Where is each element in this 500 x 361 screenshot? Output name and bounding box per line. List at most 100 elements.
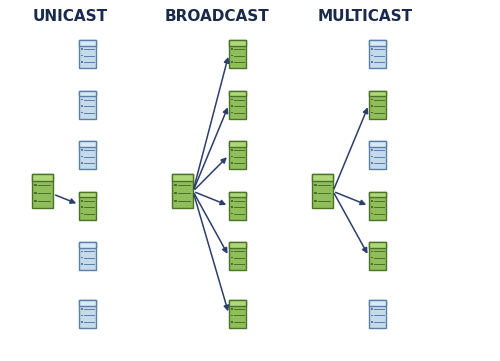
Bar bbox=[369, 91, 386, 96]
Bar bbox=[230, 61, 232, 63]
Bar bbox=[172, 174, 193, 208]
Bar bbox=[229, 40, 246, 46]
Bar bbox=[230, 308, 232, 310]
Bar bbox=[80, 55, 82, 56]
Bar bbox=[79, 300, 96, 328]
Bar bbox=[370, 321, 372, 323]
Bar bbox=[32, 174, 53, 181]
Bar bbox=[229, 300, 246, 328]
Bar bbox=[229, 242, 246, 248]
Bar bbox=[230, 156, 232, 157]
Bar bbox=[370, 162, 372, 164]
Bar bbox=[80, 61, 82, 63]
Bar bbox=[369, 40, 386, 68]
Bar bbox=[370, 149, 372, 151]
Bar bbox=[369, 141, 386, 147]
Bar bbox=[80, 112, 82, 113]
Bar bbox=[34, 192, 36, 194]
Bar bbox=[229, 242, 246, 270]
Bar bbox=[369, 242, 386, 270]
Bar bbox=[230, 206, 232, 208]
Bar bbox=[230, 321, 232, 323]
Bar bbox=[80, 48, 82, 50]
Bar bbox=[80, 162, 82, 164]
Bar bbox=[369, 141, 386, 169]
Bar bbox=[229, 91, 246, 96]
Bar bbox=[314, 192, 316, 194]
Bar bbox=[370, 308, 372, 310]
Bar bbox=[80, 257, 82, 258]
Bar bbox=[79, 300, 96, 306]
Bar bbox=[34, 200, 36, 202]
Bar bbox=[79, 192, 96, 220]
Bar bbox=[370, 156, 372, 157]
Text: BROADCAST: BROADCAST bbox=[165, 9, 270, 24]
Bar bbox=[79, 242, 96, 248]
Bar bbox=[312, 174, 333, 181]
Bar bbox=[230, 99, 232, 100]
Bar bbox=[80, 308, 82, 310]
Bar bbox=[229, 192, 246, 220]
Bar bbox=[174, 184, 176, 186]
Bar bbox=[80, 206, 82, 208]
Bar bbox=[79, 40, 96, 46]
Bar bbox=[230, 251, 232, 252]
Bar bbox=[369, 40, 386, 46]
Text: MULTICAST: MULTICAST bbox=[318, 9, 412, 24]
Bar bbox=[79, 141, 96, 147]
Bar bbox=[230, 213, 232, 214]
Bar bbox=[230, 264, 232, 265]
Text: UNICAST: UNICAST bbox=[32, 9, 108, 24]
Bar bbox=[79, 91, 96, 119]
Bar bbox=[370, 257, 372, 258]
Bar bbox=[370, 206, 372, 208]
Bar bbox=[370, 112, 372, 113]
Bar bbox=[80, 149, 82, 151]
Bar bbox=[230, 162, 232, 164]
Bar bbox=[174, 192, 176, 194]
Bar bbox=[172, 174, 193, 181]
Bar bbox=[229, 91, 246, 119]
Bar bbox=[230, 257, 232, 258]
Bar bbox=[230, 105, 232, 107]
Bar bbox=[230, 200, 232, 201]
Bar bbox=[370, 61, 372, 63]
Bar bbox=[80, 251, 82, 252]
Bar bbox=[230, 48, 232, 50]
Bar bbox=[312, 174, 333, 208]
Bar bbox=[80, 213, 82, 214]
Bar bbox=[230, 149, 232, 151]
Bar bbox=[369, 192, 386, 197]
Bar bbox=[79, 242, 96, 270]
Bar bbox=[230, 315, 232, 316]
Bar bbox=[79, 192, 96, 197]
Bar bbox=[370, 251, 372, 252]
Bar bbox=[370, 213, 372, 214]
Bar bbox=[370, 315, 372, 316]
Bar bbox=[174, 200, 176, 202]
Bar bbox=[80, 264, 82, 265]
Bar bbox=[79, 141, 96, 169]
Bar bbox=[314, 184, 316, 186]
Bar bbox=[79, 40, 96, 68]
Bar bbox=[370, 99, 372, 100]
Bar bbox=[229, 141, 246, 169]
Bar bbox=[370, 264, 372, 265]
Bar bbox=[34, 184, 36, 186]
Bar bbox=[80, 105, 82, 107]
Bar bbox=[369, 242, 386, 248]
Bar bbox=[370, 105, 372, 107]
Bar bbox=[80, 321, 82, 323]
Bar bbox=[314, 200, 316, 202]
Bar bbox=[370, 200, 372, 201]
Bar bbox=[369, 91, 386, 119]
Bar bbox=[229, 40, 246, 68]
Bar bbox=[32, 174, 53, 208]
Bar bbox=[230, 55, 232, 56]
Bar bbox=[370, 55, 372, 56]
Bar bbox=[80, 156, 82, 157]
Bar bbox=[229, 141, 246, 147]
Bar bbox=[369, 300, 386, 306]
Bar bbox=[80, 315, 82, 316]
Bar bbox=[369, 300, 386, 328]
